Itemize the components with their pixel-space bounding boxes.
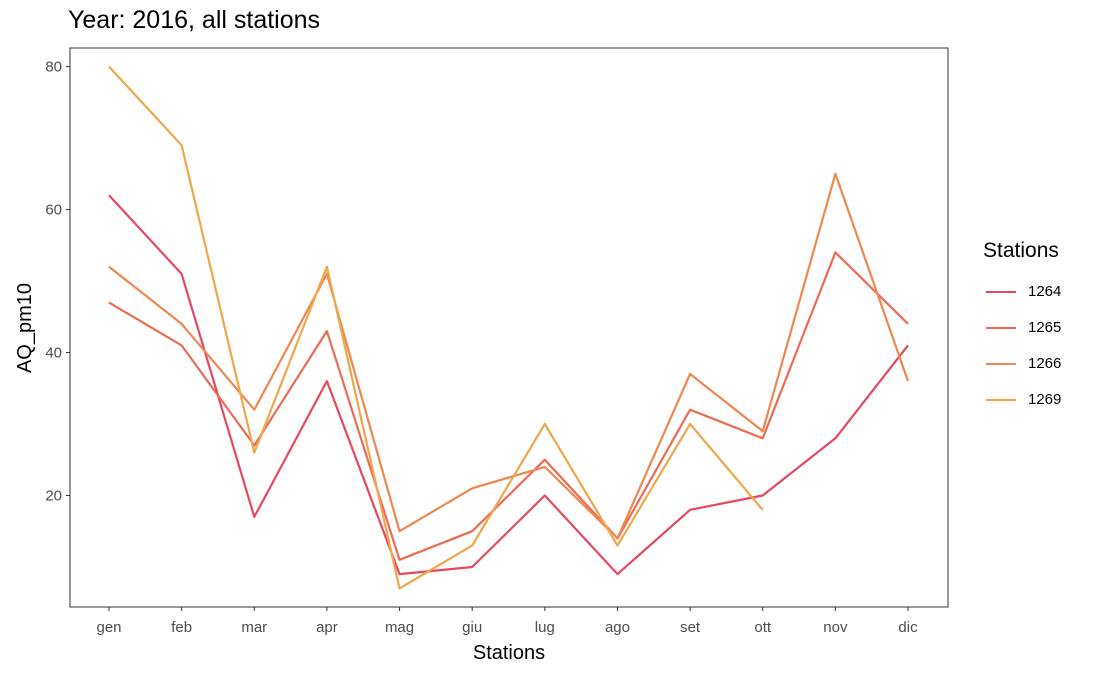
series-line-1265 bbox=[108, 251, 909, 561]
y-tick-label: 60 bbox=[45, 202, 62, 219]
y-tick-label: 40 bbox=[45, 345, 62, 362]
x-tick-label: gen bbox=[96, 619, 121, 636]
x-tick-label: dic bbox=[898, 619, 918, 636]
series-layer bbox=[108, 65, 910, 590]
x-tick-label: mar bbox=[241, 619, 267, 636]
chart-title: Year: 2016, all stations bbox=[68, 6, 321, 34]
legend-item-1265: 1265 bbox=[983, 317, 1083, 339]
x-tick-label: ago bbox=[605, 619, 630, 636]
legend-item-1264: 1264 bbox=[983, 281, 1083, 303]
legend-item-1266: 1266 bbox=[983, 353, 1083, 375]
legend-key bbox=[986, 399, 1016, 401]
legend-key bbox=[986, 327, 1016, 329]
x-tick-label: ott bbox=[754, 619, 772, 636]
series-line-1266 bbox=[108, 172, 910, 540]
y-tick-label: 20 bbox=[45, 487, 62, 504]
legend-key bbox=[986, 363, 1016, 365]
x-tick-label: set bbox=[680, 619, 701, 636]
y-axis-title: AQ_pm10 bbox=[14, 283, 36, 373]
legend-key bbox=[986, 291, 1016, 293]
x-tick-label: lug bbox=[535, 619, 555, 636]
x-tick-label: giu bbox=[462, 619, 482, 636]
x-tick-label: apr bbox=[316, 619, 338, 636]
axis-layer: 20 40 60 80 gen feb mar apr mag giu lug ago set ott no… bbox=[45, 59, 918, 636]
plot-panel-border bbox=[69, 47, 949, 608]
legend-item-1269: 1269 bbox=[983, 389, 1083, 411]
series-line-1264 bbox=[108, 194, 909, 576]
legend-label: 1269 bbox=[1028, 391, 1062, 408]
x-tick-label: feb bbox=[171, 619, 192, 636]
legend-title: Stations bbox=[983, 239, 1059, 262]
x-axis-title: Stations bbox=[473, 642, 545, 664]
y-tick-label: 80 bbox=[45, 59, 62, 76]
series-line-1269 bbox=[108, 65, 764, 590]
x-tick-label: nov bbox=[823, 619, 848, 636]
legend-label: 1265 bbox=[1028, 319, 1062, 336]
legend-label: 1264 bbox=[1028, 283, 1062, 300]
x-tick-label: mag bbox=[385, 619, 414, 636]
legend-label: 1266 bbox=[1028, 355, 1062, 372]
